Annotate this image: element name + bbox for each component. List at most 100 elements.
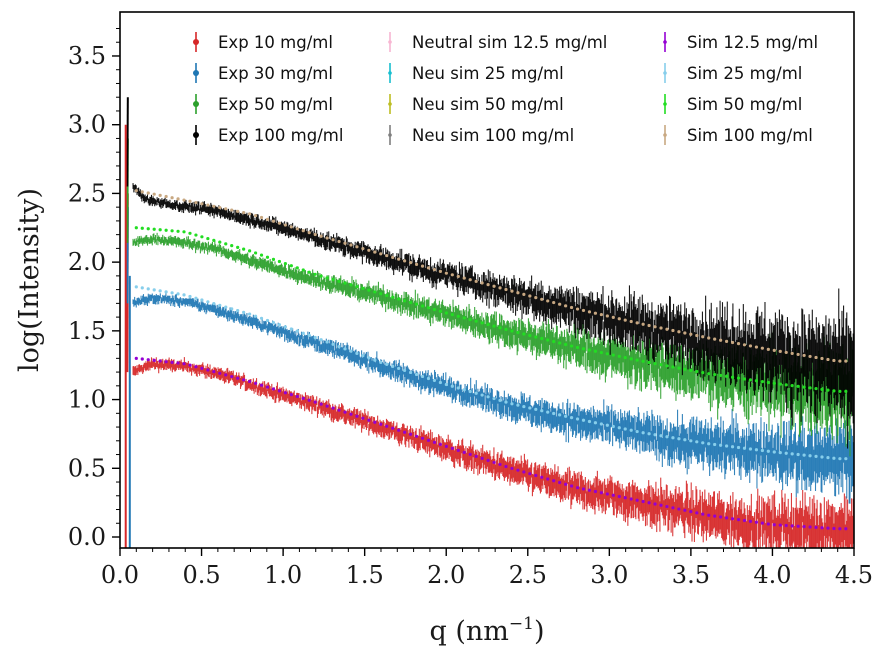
data-point <box>236 245 240 249</box>
data-point <box>599 422 603 426</box>
data-point <box>695 369 699 374</box>
data-point <box>844 527 848 531</box>
data-point <box>534 407 538 411</box>
data-point <box>707 336 711 340</box>
data-point <box>456 314 460 318</box>
data-point <box>605 314 609 318</box>
data-point <box>546 299 550 303</box>
data-point <box>367 288 371 292</box>
data-point <box>230 244 234 248</box>
data-point <box>754 379 759 383</box>
legend-marker <box>663 133 667 137</box>
data-point <box>510 329 514 333</box>
series-exp-100-mg-ml <box>126 97 854 449</box>
data-point <box>665 364 669 368</box>
data-point <box>200 235 204 239</box>
data-point <box>486 395 490 399</box>
data-point <box>575 486 580 490</box>
data-point <box>450 273 454 277</box>
data-point <box>820 387 824 391</box>
data-point <box>611 315 615 319</box>
data-point <box>844 359 848 363</box>
data-point <box>200 298 204 302</box>
data-point <box>271 387 276 391</box>
data-point <box>689 509 693 514</box>
data-point <box>629 357 633 361</box>
data-point <box>414 262 419 266</box>
data-point <box>158 359 162 363</box>
data-point <box>516 291 520 295</box>
data-point <box>408 300 413 305</box>
data-point <box>325 340 329 344</box>
y-tick-label: 2.5 <box>68 179 106 207</box>
data-point <box>522 292 526 296</box>
data-point <box>599 350 603 355</box>
data-point <box>504 287 508 292</box>
data-point <box>522 470 526 474</box>
data-point <box>653 361 657 366</box>
data-point <box>397 297 401 301</box>
data-point <box>337 239 341 244</box>
x-axis-title-exponent: −1 <box>509 614 534 634</box>
data-point <box>844 389 848 393</box>
data-point <box>617 317 621 321</box>
data-point <box>259 215 264 220</box>
data-point <box>158 193 162 197</box>
data-point <box>355 245 359 249</box>
data-point <box>671 506 675 510</box>
data-point <box>778 349 782 354</box>
data-point <box>194 296 198 300</box>
data-point <box>242 310 246 314</box>
data-point <box>552 411 556 416</box>
data-point <box>528 333 532 338</box>
legend: Exp 10 mg/ml Exp 30 mg/ml Exp 50 mg/ml Exp … <box>193 32 818 145</box>
data-point <box>748 378 753 382</box>
data-point <box>307 333 311 337</box>
data-point <box>283 325 287 329</box>
plot-clip-group <box>124 97 854 548</box>
data-point <box>391 255 395 259</box>
data-point <box>552 339 556 344</box>
data-point <box>569 416 574 420</box>
data-point <box>611 353 615 357</box>
data-point <box>355 351 359 355</box>
data-point <box>450 384 454 388</box>
data-point <box>134 356 138 360</box>
data-point <box>814 454 818 458</box>
data-point <box>355 285 359 289</box>
data-point <box>730 517 735 521</box>
data-point <box>808 454 812 458</box>
legend-item: Exp 50 mg/ml <box>193 94 333 114</box>
data-point <box>313 272 317 276</box>
data-point <box>438 442 442 446</box>
legend-label: Exp 50 mg/ml <box>218 95 333 114</box>
data-point <box>283 391 287 395</box>
data-point <box>265 255 270 259</box>
data-point <box>635 321 639 325</box>
data-point <box>319 234 323 238</box>
data-point <box>474 279 478 283</box>
y-axis-title: log(Intensity) <box>14 188 45 372</box>
data-point <box>277 389 282 393</box>
data-point <box>826 357 830 362</box>
data-point <box>176 229 180 233</box>
data-point <box>724 339 729 344</box>
data-point <box>331 238 335 242</box>
x-tick-label: 3.0 <box>590 561 628 589</box>
data-point <box>182 198 186 202</box>
data-point <box>408 370 413 375</box>
data-point <box>176 292 180 296</box>
data-point <box>647 360 651 365</box>
data-point <box>719 515 723 519</box>
data-point <box>259 316 264 320</box>
data-point <box>391 364 395 369</box>
data-point <box>379 292 383 296</box>
data-point <box>480 281 484 285</box>
data-point <box>611 424 615 429</box>
legend-marker <box>388 40 392 44</box>
series-exp-10-mg-ml <box>126 193 854 548</box>
data-point <box>188 363 192 367</box>
data-point <box>796 384 800 388</box>
legend-label: Neutral sim 12.5 mg/ml <box>412 33 607 52</box>
